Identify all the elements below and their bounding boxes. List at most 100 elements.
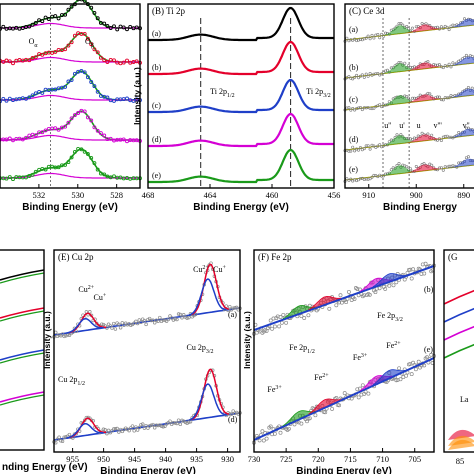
panel-e-annotation-0: Cu2+: [78, 285, 94, 294]
panel-e-point: [129, 426, 133, 430]
panel-f-series-label-1: Fe 2p1/2: [289, 343, 315, 355]
panel-c-point: [349, 38, 353, 42]
panel-f-point: [383, 286, 388, 291]
panel-f-point: [284, 320, 289, 325]
panel-e-point: [64, 435, 68, 439]
panel-c-point: [347, 149, 351, 153]
panel-f-point: [338, 293, 343, 298]
panel-f-point: [307, 416, 312, 421]
panel-f-point: [337, 403, 342, 408]
panel-f-annotation-3: Fe2+: [386, 341, 401, 350]
panel-a-point: [72, 71, 77, 76]
panel-a-point: [112, 98, 116, 103]
panel-f-point: [257, 438, 262, 443]
panel-c-point: [412, 136, 416, 140]
panel-f-point: [279, 320, 284, 325]
panel-c-xtick-label-2: 890: [457, 190, 470, 200]
panel-b-annotation-1: Ti 2p3/2: [306, 87, 331, 99]
panel-f-point: [302, 316, 307, 320]
panel-c-point: [368, 37, 372, 41]
panel-f-annotation-2: Fe3+: [353, 353, 368, 362]
panel-f-point: [422, 363, 427, 368]
panel-g-curve-3: [443, 343, 474, 359]
panel-a-point: [50, 50, 55, 55]
panel-f-point: [346, 289, 351, 294]
panel-a-point: [63, 124, 68, 129]
panel-c-point: [372, 106, 376, 110]
panel-a-point: [82, 31, 87, 36]
panel-a-point: [134, 59, 139, 64]
panel-c-point: [372, 36, 376, 40]
panel-c-point: [362, 75, 366, 79]
panel-a-point: [50, 164, 55, 169]
panel-f-point: [377, 286, 382, 291]
panel-e-point: [57, 435, 61, 440]
panel-a-sub-3: [0, 134, 140, 141]
panel-b-curve-0: [148, 6, 334, 42]
panel-a-point: [1, 96, 6, 101]
panel-c-point: [447, 62, 451, 66]
panel-c-point: [364, 106, 368, 110]
panel-a-point: [82, 70, 87, 75]
panel-a-point: [82, 0, 87, 3]
panel-c-point: [370, 33, 374, 37]
panel-c-component-4-1: [404, 164, 445, 174]
panel-f-component-0-1: [308, 296, 341, 311]
panel-c-point: [410, 26, 414, 30]
panel-a-point: [11, 61, 15, 66]
panel-f-point: [406, 267, 411, 272]
panel-e-point: [60, 439, 65, 443]
panel-f-point: [419, 271, 424, 276]
panel-c-point: [372, 144, 376, 148]
panel-a-point: [33, 133, 38, 138]
panel-d: [0, 269, 45, 406]
panel-e-baseline-0: [53, 307, 241, 336]
panel-a-point: [4, 58, 9, 63]
panel-b-curve-2: [148, 78, 334, 114]
panel-a-point: [92, 161, 97, 166]
panel-c-point: [380, 72, 384, 76]
panel-b-xtick-label-1: 464: [204, 190, 218, 200]
panel-f-point: [409, 276, 414, 281]
panel-e-point: [142, 426, 147, 430]
panel-c-point: [439, 98, 443, 102]
panel-f-point: [268, 424, 273, 429]
panel-c-annotation-1: u': [399, 121, 405, 130]
panel-e-point: [168, 314, 172, 318]
panel-a-point: [72, 33, 77, 38]
panel-f-annotation-1: Fe2+: [314, 373, 329, 382]
panel-c-point: [366, 144, 370, 148]
panel-e-point: [103, 428, 107, 432]
panel-f-point: [394, 280, 399, 285]
panel-c-component-2-0: [381, 95, 419, 106]
panel-c-frame: [344, 3, 474, 189]
panel-a-point: [11, 98, 15, 103]
panel-a-point: [102, 58, 107, 63]
panel-e-point: [152, 426, 157, 430]
panel-c-component-1-2: [447, 56, 474, 67]
panel-e-point: [137, 425, 142, 430]
panel-a-point: [105, 174, 110, 179]
panel-c-point: [437, 95, 441, 99]
panel-e-point: [74, 329, 78, 333]
panel-c-point: [360, 73, 364, 77]
panel-a-point: [30, 22, 35, 27]
panel-c-point: [397, 22, 401, 26]
panel-c-point: [441, 98, 445, 102]
panel-e-point: [181, 313, 186, 317]
panel-f-baseline-0: [253, 265, 435, 331]
panel-e-point: [187, 420, 191, 424]
panel-c-point: [466, 155, 470, 159]
panel-e-point: [139, 422, 143, 427]
panel-c-point: [353, 149, 357, 153]
panel-c-component-0-2: [447, 18, 474, 29]
panel-a-point: [76, 0, 80, 2]
panel-a-point: [76, 69, 81, 74]
panel-c-point: [349, 108, 353, 112]
panel-c-point: [380, 32, 384, 36]
panel-c-point: [466, 86, 470, 90]
panel-e-point: [137, 318, 142, 322]
panel-a: Oα Oβ: [0, 0, 142, 188]
panel-e-point: [152, 320, 157, 325]
